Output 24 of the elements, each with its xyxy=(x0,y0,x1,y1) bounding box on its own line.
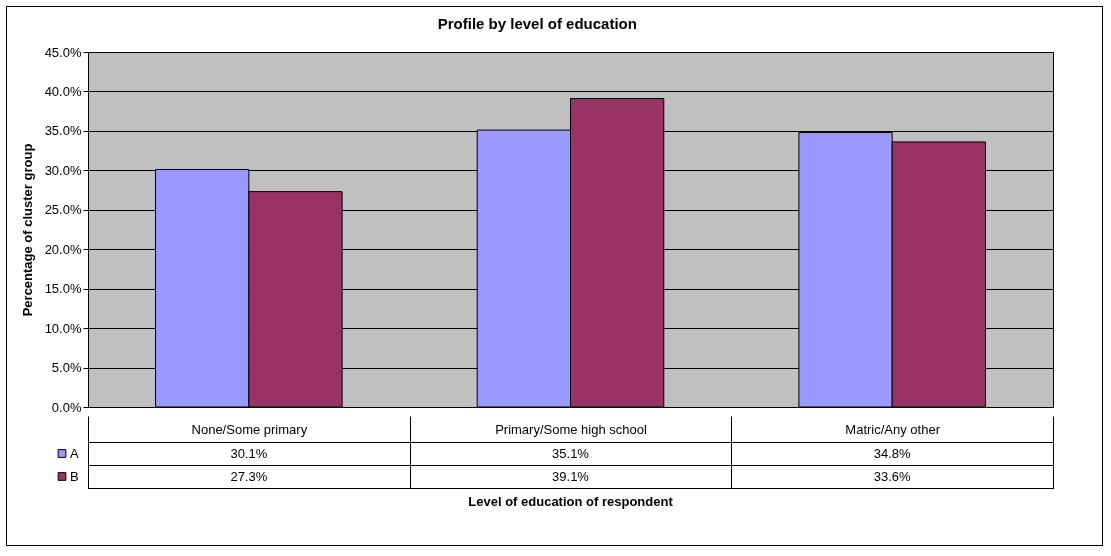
data-label: 27.3% xyxy=(230,468,268,484)
y-tick-label: 30.0% xyxy=(44,162,82,178)
y-tick-label: 15.0% xyxy=(44,281,82,297)
legend-label: A xyxy=(70,445,79,461)
x-tick-label: None/Some primary xyxy=(191,421,308,437)
y-tick-label: 20.0% xyxy=(44,241,82,257)
y-tick-label: 45.0% xyxy=(44,44,82,60)
x-tick-label: Primary/Some high school xyxy=(495,421,647,437)
y-axis-title: Percentage of cluster group xyxy=(19,143,35,317)
y-tick-label: 10.0% xyxy=(44,320,82,336)
data-label: 30.1% xyxy=(230,445,268,461)
data-label: 33.6% xyxy=(873,468,912,484)
data-label: 35.1% xyxy=(552,445,590,461)
legend-label: B xyxy=(70,468,79,484)
chart-title: Profile by level of education xyxy=(437,14,637,32)
y-tick-label: 35.0% xyxy=(44,123,82,139)
x-axis-title: Level of education of respondent xyxy=(468,494,674,509)
data-label: 34.8% xyxy=(873,445,912,461)
y-tick-label: 25.0% xyxy=(44,202,82,218)
data-label: 39.1% xyxy=(552,468,590,484)
y-tick-label: 5.0% xyxy=(51,360,82,376)
y-tick-label: 40.0% xyxy=(44,83,82,99)
x-tick-label: Matric/Any other xyxy=(845,421,941,437)
y-tick-label: 0.0% xyxy=(51,399,82,415)
